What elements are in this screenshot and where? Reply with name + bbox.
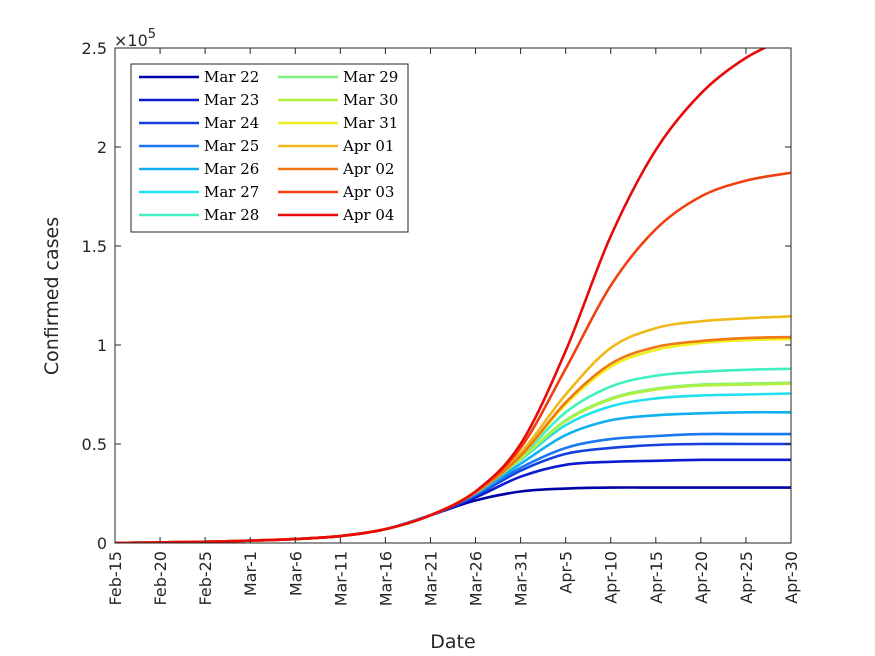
x-tick-label: Mar-16: [376, 551, 395, 606]
legend-label: Apr 04: [342, 206, 394, 224]
legend-label: Mar 29: [343, 68, 398, 86]
x-tick-label: Apr-20: [692, 551, 711, 604]
x-tick-label: Apr-30: [782, 551, 801, 604]
legend-label: Apr 03: [342, 183, 394, 201]
legend-label: Mar 25: [204, 137, 259, 155]
y-axis-exponent: ×105: [114, 27, 156, 50]
x-tick-label: Mar-1: [241, 551, 260, 596]
x-tick-label: Mar-6: [286, 551, 305, 596]
legend-label: Apr 02: [342, 160, 394, 178]
y-tick-label: 0.5: [82, 435, 107, 454]
x-tick-label: Mar-31: [512, 551, 531, 606]
x-tick-label: Feb-20: [151, 551, 170, 605]
x-tick-label: Apr-25: [737, 551, 756, 604]
legend-label: Mar 24: [204, 114, 259, 132]
legend-label: Mar 30: [343, 91, 398, 109]
legend-label: Mar 27: [204, 183, 259, 201]
legend-label: Apr 01: [342, 137, 394, 155]
x-tick-label: Mar-11: [331, 551, 350, 606]
legend-label: Mar 26: [204, 160, 259, 178]
y-axis: 0 0.5 1 1.5 2 2.5: [82, 39, 791, 553]
axes-box: [114, 47, 792, 544]
legend-box: [130, 63, 409, 233]
legend-label: Mar 23: [204, 91, 259, 109]
x-axis: Feb-15 Feb-20 Feb-25 Mar-1 Mar-6 Mar-11 Mar-16…: [106, 48, 801, 606]
x-tick-label: Apr-15: [647, 551, 666, 604]
series-layer: [115, 48, 791, 543]
legend-label: Mar 28: [204, 206, 259, 224]
legend-label: Mar 31: [343, 114, 398, 132]
legend: Mar 22 Mar 23 Mar 24 Mar 25 Mar 26 Mar 27 Mar …: [130, 63, 409, 233]
x-axis-title: Date: [430, 631, 475, 653]
y-tick-label: 1: [97, 336, 107, 355]
x-tick-label: Apr-10: [602, 551, 621, 604]
y-axis-title: Confirmed cases: [41, 217, 63, 375]
y-tick-label: 0: [97, 534, 107, 553]
x-tick-label: Apr-5: [557, 551, 576, 594]
y-tick-label: 2: [97, 138, 107, 157]
x-tick-label: Mar-21: [421, 551, 440, 606]
y-tick-label: 1.5: [82, 237, 107, 256]
y-tick-label: 2.5: [82, 39, 107, 58]
series-line-apr-04: [115, 48, 768, 543]
legend-label: Mar 22: [204, 68, 259, 86]
x-tick-label: Feb-15: [106, 551, 125, 605]
x-tick-label: Feb-25: [196, 551, 215, 605]
x-tick-label: Mar-26: [467, 551, 486, 606]
